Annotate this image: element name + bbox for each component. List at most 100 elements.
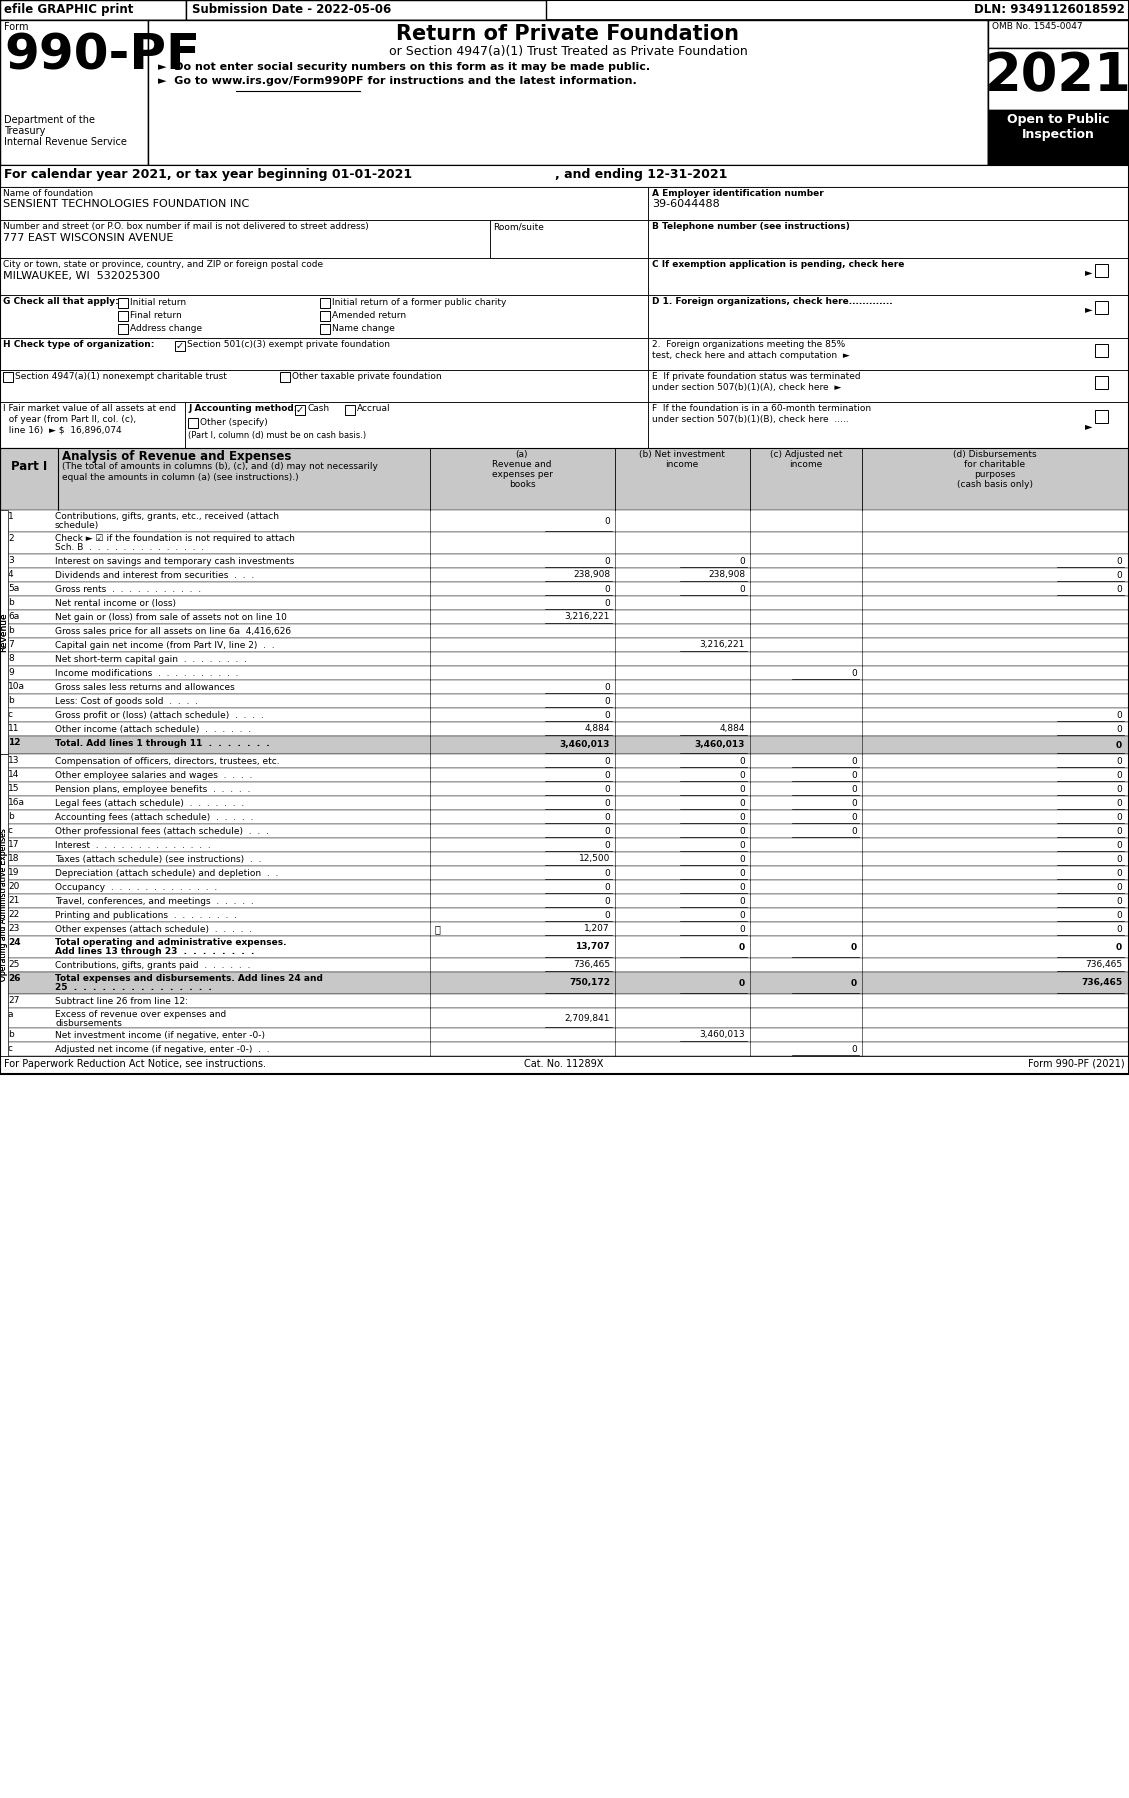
Text: I Fair market value of all assets at end: I Fair market value of all assets at end xyxy=(3,405,176,414)
Text: Capital gain net income (from Part IV, line 2)  .  .: Capital gain net income (from Part IV, l… xyxy=(55,642,274,651)
Text: (a): (a) xyxy=(516,450,528,458)
Text: 15: 15 xyxy=(8,784,19,793)
Bar xyxy=(648,295,1129,338)
Bar xyxy=(0,554,1129,568)
Text: 2,709,841: 2,709,841 xyxy=(564,1014,610,1023)
Text: 0: 0 xyxy=(1117,854,1122,863)
Bar xyxy=(0,665,1129,680)
Bar xyxy=(0,768,1129,782)
Text: Legal fees (attach schedule)  .  .  .  .  .  .  .: Legal fees (attach schedule) . . . . . .… xyxy=(55,798,244,807)
Text: 0: 0 xyxy=(1117,827,1122,836)
Bar xyxy=(0,187,648,219)
Text: Return of Private Foundation: Return of Private Foundation xyxy=(396,23,739,43)
Text: 23: 23 xyxy=(8,924,19,933)
Text: 0: 0 xyxy=(738,978,745,987)
Bar xyxy=(1095,410,1108,423)
Text: (c) Adjusted net: (c) Adjusted net xyxy=(770,450,842,458)
Bar xyxy=(1095,300,1108,315)
Text: Inspection: Inspection xyxy=(1022,128,1094,140)
Text: Final return: Final return xyxy=(130,311,182,320)
Text: b: b xyxy=(8,626,14,635)
Bar xyxy=(1095,264,1108,277)
Text: 2.  Foreign organizations meeting the 85%: 2. Foreign organizations meeting the 85% xyxy=(653,340,846,349)
Text: Analysis of Revenue and Expenses: Analysis of Revenue and Expenses xyxy=(62,450,291,464)
Bar xyxy=(0,879,1129,894)
Text: under section 507(b)(1)(B), check here  .....: under section 507(b)(1)(B), check here .… xyxy=(653,415,849,424)
Bar xyxy=(0,0,1129,20)
Text: 4,884: 4,884 xyxy=(585,725,610,734)
Text: 0: 0 xyxy=(604,584,610,593)
Text: b: b xyxy=(8,1030,14,1039)
Text: Revenue and: Revenue and xyxy=(492,460,552,469)
Text: Travel, conferences, and meetings  .  .  .  .  .: Travel, conferences, and meetings . . . … xyxy=(55,897,254,906)
Text: 0: 0 xyxy=(1117,924,1122,933)
Bar xyxy=(320,311,330,322)
Text: Net short-term capital gain  .  .  .  .  .  .  .  .: Net short-term capital gain . . . . . . … xyxy=(55,654,247,663)
Text: Less: Cost of goods sold  .  .  .  .: Less: Cost of goods sold . . . . xyxy=(55,698,198,707)
Text: 0: 0 xyxy=(739,840,745,849)
Bar xyxy=(988,20,1129,49)
Text: ►: ► xyxy=(1085,304,1093,315)
Text: 0: 0 xyxy=(604,868,610,877)
Text: OMB No. 1545-0047: OMB No. 1545-0047 xyxy=(992,22,1083,31)
Text: 0: 0 xyxy=(604,683,610,692)
Bar xyxy=(0,624,1129,638)
Text: 0: 0 xyxy=(851,1045,857,1054)
Text: 0: 0 xyxy=(1117,813,1122,822)
Text: Interest on savings and temporary cash investments: Interest on savings and temporary cash i… xyxy=(55,557,295,566)
Text: Pension plans, employee benefits  .  .  .  .  .: Pension plans, employee benefits . . . .… xyxy=(55,786,251,795)
Bar xyxy=(189,417,198,428)
Text: 27: 27 xyxy=(8,996,19,1005)
Text: 0: 0 xyxy=(1117,840,1122,849)
Text: 39-6044488: 39-6044488 xyxy=(653,200,720,209)
Text: Accrual: Accrual xyxy=(357,405,391,414)
Bar xyxy=(0,257,648,295)
Text: 990-PF: 990-PF xyxy=(5,32,200,79)
Text: 8: 8 xyxy=(8,654,14,663)
Text: books: books xyxy=(509,480,535,489)
Text: 18: 18 xyxy=(8,854,19,863)
Bar xyxy=(0,937,1129,958)
Text: 3,460,013: 3,460,013 xyxy=(694,741,745,750)
Bar xyxy=(0,867,1129,879)
Text: 26: 26 xyxy=(8,975,20,984)
Text: 3,216,221: 3,216,221 xyxy=(700,640,745,649)
Text: Net investment income (if negative, enter -0-): Net investment income (if negative, ente… xyxy=(55,1030,265,1039)
Text: schedule): schedule) xyxy=(55,521,99,530)
Text: Room/suite: Room/suite xyxy=(493,221,544,230)
Text: Taxes (attach schedule) (see instructions)  .  .: Taxes (attach schedule) (see instruction… xyxy=(55,856,262,865)
Bar xyxy=(185,403,648,448)
Bar xyxy=(0,735,1129,753)
Text: 0: 0 xyxy=(739,827,745,836)
Text: Other professional fees (attach schedule)  .  .  .: Other professional fees (attach schedule… xyxy=(55,827,269,836)
Text: 0: 0 xyxy=(851,827,857,836)
Text: Cat. No. 11289X: Cat. No. 11289X xyxy=(524,1059,604,1070)
Text: 24: 24 xyxy=(8,939,20,948)
Text: SENSIENT TECHNOLOGIES FOUNDATION INC: SENSIENT TECHNOLOGIES FOUNDATION INC xyxy=(3,200,250,209)
Text: ►  Do not enter social security numbers on this form as it may be made public.: ► Do not enter social security numbers o… xyxy=(158,61,650,72)
Text: income: income xyxy=(789,460,823,469)
Bar xyxy=(148,20,988,165)
Text: 13: 13 xyxy=(8,755,19,764)
Text: Form: Form xyxy=(5,22,28,32)
Text: 7: 7 xyxy=(8,640,14,649)
Bar xyxy=(0,532,1129,554)
Text: ⎘: ⎘ xyxy=(435,924,441,933)
Text: 0: 0 xyxy=(604,897,610,906)
Bar xyxy=(320,324,330,334)
Text: , and ending 12-31-2021: , and ending 12-31-2021 xyxy=(555,167,727,182)
Text: b: b xyxy=(8,599,14,608)
Bar xyxy=(648,370,1129,403)
Text: 238,908: 238,908 xyxy=(572,570,610,579)
Text: b: b xyxy=(8,696,14,705)
Bar xyxy=(175,342,185,351)
Bar xyxy=(648,219,1129,257)
Text: Net gain or (loss) from sale of assets not on line 10: Net gain or (loss) from sale of assets n… xyxy=(55,613,287,622)
Bar xyxy=(0,797,1129,811)
Text: 3,460,013: 3,460,013 xyxy=(560,741,610,750)
Text: ►: ► xyxy=(1085,266,1093,277)
Bar xyxy=(0,838,1129,852)
Text: 14: 14 xyxy=(8,770,19,779)
Text: 0: 0 xyxy=(604,771,610,780)
Text: Income modifications  .  .  .  .  .  .  .  .  .  .: Income modifications . . . . . . . . . . xyxy=(55,669,238,678)
